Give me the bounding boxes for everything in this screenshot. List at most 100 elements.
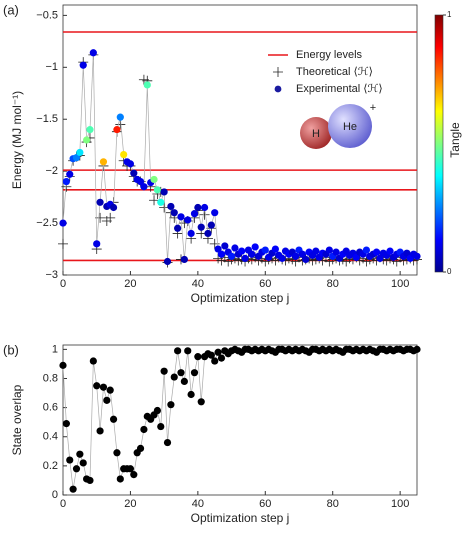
data-point xyxy=(79,459,87,467)
data-point xyxy=(231,244,239,252)
data-point xyxy=(72,154,81,162)
data-point xyxy=(93,240,101,248)
data-point xyxy=(386,247,394,255)
data-point xyxy=(140,183,148,191)
legend-item: Experimental ⟨ℋ⟩ xyxy=(274,83,383,95)
data-point xyxy=(153,186,161,194)
y-tick-label: 0.4 xyxy=(43,431,58,443)
data-point xyxy=(184,216,192,224)
data-point xyxy=(116,113,124,121)
panel-label: (b) xyxy=(3,342,19,357)
x-tick-label: 0 xyxy=(60,498,66,510)
x-tick-label: 80 xyxy=(327,498,339,510)
he-atom xyxy=(328,104,372,148)
data-point xyxy=(217,354,226,362)
data-point xyxy=(217,250,226,258)
x-tick-label: 80 xyxy=(327,278,339,290)
colorbar-tick-label: 1 xyxy=(447,10,452,19)
plot-frame xyxy=(62,4,418,276)
theory-marker xyxy=(58,238,68,249)
panel: (a) 0 20 40 60 80 100 −3 −2.5 −2 −1.5 −1 −0.5 Optimiz… xyxy=(3,2,462,305)
data-point xyxy=(174,224,182,232)
data-point xyxy=(93,382,101,390)
atom-label: H xyxy=(312,128,320,140)
data-point xyxy=(177,369,185,377)
data-point xyxy=(190,369,199,377)
y-tick-label: 0.2 xyxy=(43,460,58,472)
y-tick-label: −1.5 xyxy=(36,113,58,125)
y-tick-label: −0.5 xyxy=(36,9,58,21)
data-point xyxy=(143,81,151,89)
data-point xyxy=(99,383,108,391)
theory-marker xyxy=(105,212,116,223)
panel: (b) 0 20 40 60 80 100 0 0.2 0.4 0.6 0.8 1 Optimizatio… xyxy=(3,342,421,525)
h-atom xyxy=(300,117,332,149)
data-point xyxy=(207,351,215,359)
data-point xyxy=(197,398,205,406)
data-point xyxy=(271,245,279,253)
colorbar xyxy=(434,14,444,273)
data-point xyxy=(103,396,111,404)
data-point xyxy=(170,373,178,381)
y-tick-label: −2 xyxy=(45,165,58,177)
data-point xyxy=(180,377,188,386)
legend-swatch xyxy=(273,67,283,77)
data-point xyxy=(184,347,192,355)
y-axis-label: Energy (MJ mol⁻¹) xyxy=(10,91,24,189)
y-tick-label: 0 xyxy=(52,489,58,501)
theory-marker xyxy=(149,195,160,206)
data-point xyxy=(325,246,333,254)
data-point xyxy=(251,243,259,251)
data-point xyxy=(403,249,411,257)
x-tick-label: 20 xyxy=(124,498,136,510)
data-point xyxy=(221,242,229,250)
data-point xyxy=(302,255,310,264)
data-point xyxy=(69,485,77,493)
y-tick-label: −1 xyxy=(45,61,58,73)
legend-label: Energy levels xyxy=(296,49,363,61)
data-point xyxy=(96,198,104,206)
legend-label: Experimental ⟨ℋ⟩ xyxy=(296,83,383,95)
data-point xyxy=(413,252,421,260)
plot-frame xyxy=(62,344,418,496)
legend-item: Energy levels xyxy=(268,49,363,61)
data-point xyxy=(86,476,94,485)
data-point xyxy=(227,252,236,260)
data-point xyxy=(211,357,219,365)
data-point xyxy=(413,345,421,353)
data-point xyxy=(214,245,222,253)
y-tick-label: −2.5 xyxy=(36,217,58,229)
data-point xyxy=(160,367,168,375)
y-tick-label: 0.6 xyxy=(43,402,58,414)
data-point xyxy=(278,254,286,262)
data-point xyxy=(376,254,384,262)
data-point xyxy=(180,255,188,264)
legend-item: Theoretical ⟨ℋ⟩ xyxy=(273,66,373,78)
theory-marker xyxy=(199,209,210,220)
x-tick-label: 100 xyxy=(391,278,409,290)
theory-marker xyxy=(209,238,220,249)
data-point xyxy=(372,248,381,256)
data-point xyxy=(160,188,168,196)
data-point xyxy=(113,126,121,134)
data-point xyxy=(72,465,81,473)
x-axis-label: Optimization step j xyxy=(191,291,290,305)
data-point xyxy=(153,406,161,415)
x-tick-label: 60 xyxy=(259,498,271,510)
charge-label: + xyxy=(370,102,376,114)
legend-label: Theoretical ⟨ℋ⟩ xyxy=(296,66,373,78)
data-point xyxy=(207,221,215,229)
data-point xyxy=(66,456,74,464)
data-point xyxy=(214,348,222,356)
data-point xyxy=(362,246,371,254)
data-point xyxy=(76,148,84,157)
data-point xyxy=(187,229,195,238)
data-point xyxy=(174,347,182,355)
theory-marker xyxy=(115,119,126,130)
x-tick-label: 40 xyxy=(192,498,204,510)
y-tick-label: 1 xyxy=(52,343,58,355)
x-tick-label: 60 xyxy=(259,278,271,290)
y-tick-label: 0.8 xyxy=(43,372,58,384)
data-point xyxy=(190,210,199,218)
